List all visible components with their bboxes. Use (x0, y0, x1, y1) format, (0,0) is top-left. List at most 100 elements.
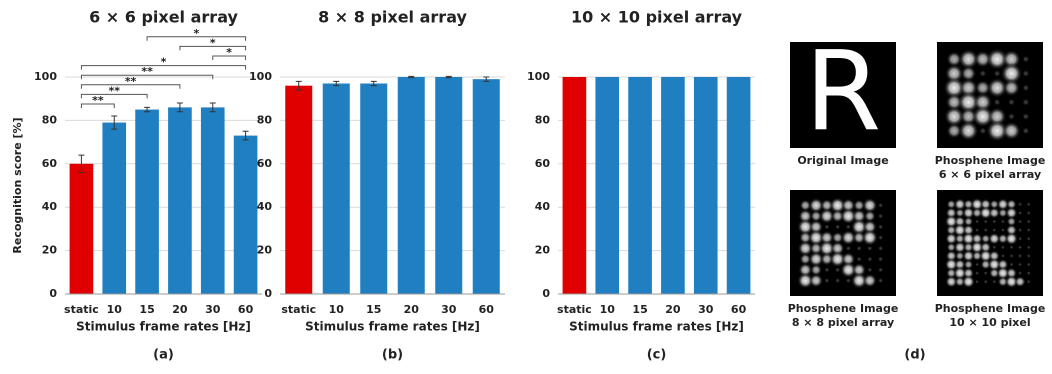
x-tick-label: 10 (600, 303, 616, 316)
chart-title: 10 × 10 pixel array (571, 8, 743, 27)
significance-label: ** (125, 75, 137, 88)
x-axis-title: Stimulus frame rates [Hz] (305, 320, 480, 334)
phosphene (1022, 127, 1029, 134)
phosphene (1009, 262, 1013, 266)
image-caption: 10 × 10 pixel (949, 316, 1030, 329)
image-caption: 8 × 8 pixel array (792, 316, 894, 329)
significance-label: * (161, 56, 167, 69)
bar (435, 77, 462, 294)
phosphene (1001, 254, 1005, 258)
phosphene (1003, 79, 1020, 96)
x-tick-label: static (64, 303, 99, 316)
x-tick-label: 60 (479, 303, 495, 316)
bar (323, 84, 350, 294)
phosphene (835, 278, 840, 283)
bar (70, 164, 94, 294)
chart-title: 6 × 6 pixel array (89, 8, 238, 27)
phosphene (979, 70, 986, 77)
phosphene (1022, 84, 1029, 91)
panel-label: (d) (904, 348, 925, 363)
bar (201, 107, 225, 294)
phosphene (1018, 245, 1022, 249)
bar (727, 77, 751, 294)
y-tick-label: 0 (542, 287, 550, 300)
x-tick-label: 30 (205, 303, 221, 316)
phosphene (1027, 228, 1031, 232)
phosphene (992, 245, 996, 249)
phosphene (975, 228, 979, 232)
bar (360, 84, 387, 294)
y-tick-label: 80 (535, 113, 551, 126)
y-tick-label: 60 (535, 157, 551, 170)
phosphene (856, 256, 861, 261)
phosphene (1027, 219, 1031, 223)
chart-title: 8 × 8 pixel array (318, 8, 467, 27)
y-tick-label: 80 (42, 113, 58, 126)
bar (595, 77, 619, 294)
y-tick-label: 100 (527, 70, 550, 83)
bar (168, 107, 192, 294)
y-tick-label: 80 (257, 113, 273, 126)
phosphene (856, 246, 861, 251)
phosphene (1002, 122, 1021, 141)
phosphene (835, 267, 840, 272)
phosphene (962, 275, 975, 288)
phosphene (992, 280, 996, 284)
bar (234, 136, 258, 294)
phosphene (1015, 276, 1026, 287)
phosphene (878, 213, 883, 218)
x-tick-label: 15 (139, 303, 154, 316)
phosphene (992, 219, 996, 223)
phosphene (1018, 228, 1022, 232)
panel-label: (a) (153, 348, 174, 363)
bar (102, 123, 126, 294)
x-tick-label: 10 (107, 303, 123, 316)
image-caption: 6 × 6 pixel array (939, 168, 1041, 181)
phosphene (878, 267, 883, 272)
bar (398, 77, 425, 294)
y-tick-label: 60 (257, 157, 273, 170)
image-caption: Phosphene Image (935, 154, 1046, 167)
phosphene (1018, 237, 1022, 241)
x-axis-title: Stimulus frame rates [Hz] (76, 320, 251, 334)
phosphene (1018, 202, 1022, 206)
x-tick-label: 15 (366, 303, 381, 316)
phosphene (1001, 245, 1005, 249)
panel-label: (b) (382, 348, 403, 363)
phosphene (975, 271, 979, 275)
phosphene (1005, 232, 1018, 245)
image-caption: Phosphene Image (788, 302, 899, 315)
x-tick-label: 30 (698, 303, 714, 316)
phosphene (1009, 245, 1013, 249)
x-tick-label: 60 (731, 303, 747, 316)
y-tick-label: 20 (257, 244, 273, 257)
phosphene (1027, 237, 1031, 241)
x-tick-label: static (281, 303, 316, 316)
phosphene (809, 274, 823, 288)
y-tick-label: 40 (535, 200, 551, 213)
phosphene (1018, 262, 1022, 266)
phosphene (1022, 99, 1029, 106)
significance-label: * (193, 27, 199, 40)
phosphene (1008, 99, 1015, 106)
bar (694, 77, 718, 294)
panel-label: (c) (647, 348, 667, 363)
phosphene (975, 219, 979, 223)
phosphene (1027, 280, 1031, 284)
significance-label: ** (92, 94, 104, 107)
phosphene (878, 246, 883, 251)
x-tick-label: 30 (441, 303, 457, 316)
phosphene (878, 235, 883, 240)
y-tick-label: 20 (42, 244, 58, 257)
x-tick-label: 20 (665, 303, 681, 316)
phosphene (984, 280, 988, 284)
y-tick-label: 20 (535, 244, 551, 257)
phosphene (1018, 271, 1022, 275)
bar (135, 110, 159, 294)
bar (473, 79, 500, 294)
phosphene (1027, 271, 1031, 275)
phosphene (1027, 262, 1031, 266)
phosphene (878, 203, 883, 208)
phosphene (1001, 228, 1005, 232)
figure: 6 × 6 pixel array Stimulus frame rates [H… (0, 0, 1052, 370)
